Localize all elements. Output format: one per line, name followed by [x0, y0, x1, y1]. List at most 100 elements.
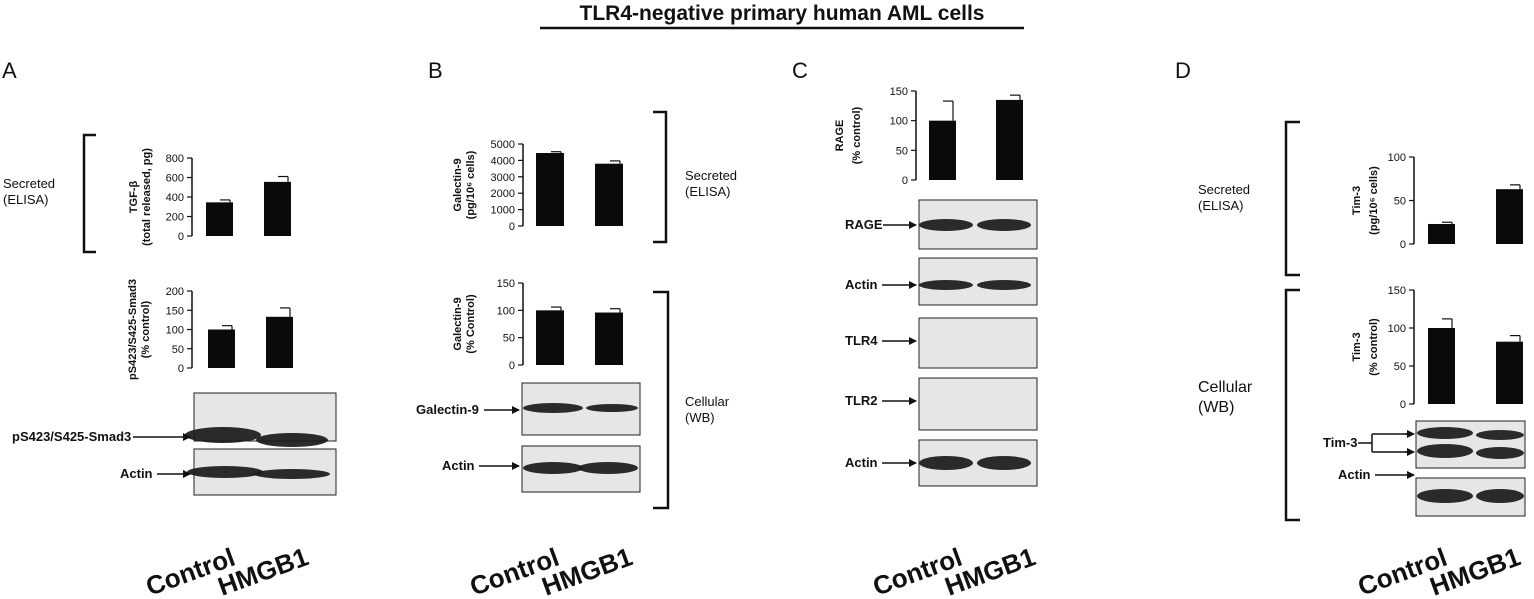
bar-control — [536, 310, 564, 365]
y-tick-label: 0 — [509, 221, 515, 233]
y-tick-label: 100 — [166, 325, 184, 337]
blot-label-tim3: Tim-3 — [1323, 435, 1357, 450]
y-tick-label: 50 — [896, 145, 908, 157]
y-tick-label: 150 — [1388, 285, 1406, 297]
blot-band — [1476, 430, 1524, 440]
bracket-a-secreted — [82, 133, 96, 254]
blot-band — [523, 403, 583, 413]
blot-label-actin-c1: Actin — [845, 277, 878, 292]
blot-actin-a — [187, 448, 337, 496]
y-tick-label: 150 — [166, 305, 184, 317]
y-tick-label: 800 — [166, 153, 184, 165]
d-cellular-label-2: (WB) — [1198, 399, 1234, 416]
panel-letter-a: A — [2, 58, 17, 83]
blot-band — [1417, 427, 1473, 439]
blot-band — [185, 427, 261, 443]
y-axis-label: Galectin-9 — [452, 297, 464, 350]
blot-tim3 — [1415, 420, 1526, 469]
blot-band — [523, 462, 583, 474]
y-axis-label: (% Control) — [465, 294, 477, 354]
blot-band — [254, 469, 330, 479]
blot-band — [977, 456, 1031, 470]
b-secreted-label-2: (ELISA) — [685, 184, 731, 199]
chart-psmad3: 0 50 100 150 200 pS423/S425-Smad3 (% control) — [127, 279, 293, 380]
y-tick-label: 100 — [890, 116, 908, 128]
y-tick-label: 0 — [178, 231, 184, 243]
d-cellular-label-1: Cellular — [1198, 379, 1253, 396]
blot-psmad3 — [185, 392, 337, 447]
y-tick-label: 50 — [503, 333, 515, 345]
blot-band — [977, 219, 1031, 231]
blot-band — [977, 280, 1031, 290]
chart-galectin9-cellular: 0 50 100 150 Galectin-9 (% Control) — [452, 278, 623, 372]
y-tick-label: 100 — [1388, 152, 1406, 164]
chart-rage: 0 50 100 150 RAGE (% control) — [834, 86, 1023, 187]
y-tick-label: 5000 — [491, 139, 515, 151]
y-axis-label: (% control) — [851, 106, 863, 164]
panel-letter-d: D — [1175, 58, 1191, 83]
blot-band — [256, 433, 328, 447]
y-tick-label: 100 — [1388, 323, 1406, 335]
blot-tlr2 — [918, 377, 1038, 431]
blot-band — [919, 280, 973, 290]
bar-hmgb1 — [1496, 341, 1523, 404]
y-axis-label: Tim-3 — [1351, 186, 1363, 215]
bar-control — [1428, 223, 1455, 244]
y-axis-label: Galectin-9 — [452, 158, 464, 211]
y-tick-label: 0 — [509, 360, 515, 372]
blot-label-galectin9: Galectin-9 — [416, 402, 479, 417]
bar-hmgb1 — [1496, 189, 1523, 244]
a-secreted-label-2: (ELISA) — [3, 192, 49, 207]
bar-hmgb1 — [266, 316, 293, 368]
y-tick-label: 0 — [1400, 239, 1406, 251]
y-tick-label: 200 — [166, 286, 184, 298]
blot-actin-d — [1415, 477, 1526, 517]
y-tick-label: 1000 — [491, 205, 515, 217]
blot-label-psmad3: pS423/S425-Smad3 — [12, 429, 131, 444]
y-tick-label: 150 — [890, 86, 908, 98]
y-tick-label: 50 — [1394, 361, 1406, 373]
b-secreted-label-1: Secreted — [685, 168, 737, 183]
y-axis-label: Tim-3 — [1351, 332, 1363, 361]
bar-hmgb1 — [996, 99, 1023, 180]
bracket-b-secreted — [653, 110, 668, 244]
blot-band — [919, 456, 973, 470]
y-tick-label: 2000 — [491, 188, 515, 200]
blot-label-actin-b: Actin — [442, 458, 475, 473]
blot-band — [1417, 444, 1473, 458]
blot-label-tlr2: TLR2 — [845, 393, 878, 408]
bar-control — [206, 202, 233, 236]
y-tick-label: 3000 — [491, 172, 515, 184]
b-cellular-label-1: Cellular — [685, 394, 730, 409]
bracket-d-secreted — [1284, 120, 1300, 277]
y-tick-label: 600 — [166, 173, 184, 185]
blot-actin-b — [521, 445, 641, 493]
bracket-b-cellular — [653, 290, 670, 510]
y-axis-label: TGF-β — [128, 181, 140, 214]
d-secreted-label-2: (ELISA) — [1198, 198, 1244, 213]
y-axis-label: RAGE — [834, 120, 846, 152]
chart-tim3-secreted: 0 50 100 Tim-3 (pg/10⁶ cells) — [1351, 152, 1523, 251]
blot-label-tlr4: TLR4 — [845, 333, 878, 348]
y-axis-label: (pg/10⁶ cells) — [465, 150, 477, 219]
bar-control — [208, 329, 235, 368]
panel-letter-c: C — [792, 58, 808, 83]
d-secreted-label-1: Secreted — [1198, 182, 1250, 197]
y-axis-label: pS423/S425-Smad3 — [127, 279, 139, 380]
blot-actin-c1 — [918, 257, 1038, 306]
bar-hmgb1 — [264, 181, 291, 236]
blot-galectin9 — [521, 382, 641, 436]
b-cellular-label-2: (WB) — [685, 410, 715, 425]
y-axis-label: (pg/10⁶ cells) — [1368, 166, 1380, 235]
blot-band — [1417, 489, 1473, 503]
bracket-d-cellular — [1284, 288, 1300, 522]
y-axis-label: (% control) — [1368, 318, 1380, 376]
blot-label-actin-c2: Actin — [845, 455, 878, 470]
y-tick-label: 50 — [1394, 196, 1406, 208]
y-tick-label: 0 — [902, 175, 908, 187]
bar-hmgb1 — [595, 312, 623, 365]
y-tick-label: 100 — [497, 305, 515, 317]
blot-tlr4 — [918, 317, 1038, 369]
bar-control — [536, 153, 564, 226]
